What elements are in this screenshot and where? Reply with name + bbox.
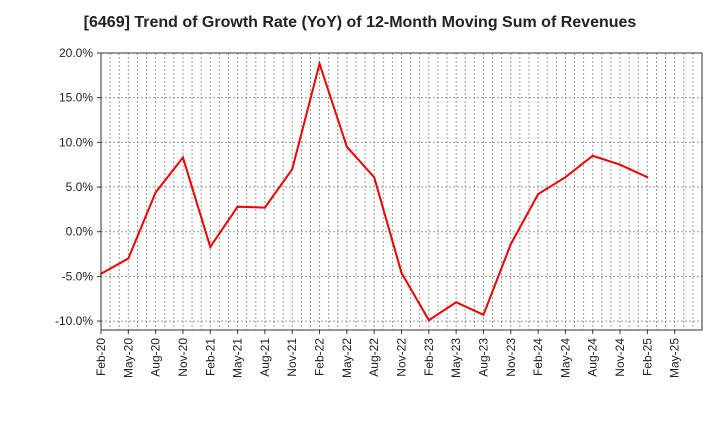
y-tick-label: -5.0% [62, 269, 94, 283]
x-tick-label: Feb-25 [640, 338, 654, 376]
data-point [318, 62, 321, 65]
y-tick-label: 10.0% [59, 135, 93, 149]
data-point [127, 257, 130, 260]
data-point [100, 272, 102, 275]
data-point [291, 168, 294, 171]
data-point [619, 163, 622, 166]
data-point [400, 271, 403, 274]
data-point [482, 313, 485, 316]
x-tick-label: Feb-23 [422, 338, 436, 376]
series-layer [100, 60, 649, 322]
x-tick-label: Nov-21 [285, 338, 299, 377]
x-tick-label: Aug-21 [258, 338, 272, 377]
data-point [154, 191, 157, 194]
x-tick-label: Feb-24 [531, 338, 545, 376]
x-tick-label: Feb-21 [203, 338, 217, 376]
x-tick-label: Aug-22 [367, 338, 381, 377]
y-tick-label: 5.0% [66, 180, 94, 194]
x-tick-label: May-20 [121, 338, 135, 378]
data-point [646, 176, 649, 179]
x-tick-label: Nov-24 [613, 338, 627, 377]
x-tick-label: Nov-20 [176, 338, 190, 377]
x-tick-label: Nov-23 [504, 338, 518, 377]
data-point [564, 176, 567, 179]
x-tick-label: Aug-24 [586, 338, 600, 377]
axis-layer: 20.0% 15.0% 10.0% 5.0% 0.0% -5.0% -10.0%Feb-20… [55, 46, 703, 378]
data-point [591, 154, 594, 157]
grid-layer [101, 52, 702, 330]
x-tick-label: May-21 [231, 338, 245, 378]
data-point [427, 319, 430, 322]
x-tick-label: May-23 [449, 338, 463, 378]
x-tick-label: Aug-20 [149, 338, 163, 377]
y-tick-label: 20.0% [59, 46, 93, 60]
data-point [236, 205, 239, 208]
data-point [373, 176, 376, 179]
chart-title: [6469] Trend of Growth Rate (YoY) of 12-… [83, 14, 637, 31]
y-tick-label: 0.0% [66, 225, 94, 239]
x-tick-label: Nov-22 [395, 338, 409, 377]
x-tick-label: Aug-23 [476, 338, 490, 377]
y-tick-label: -10.0% [55, 314, 93, 328]
x-tick-label: Feb-20 [94, 338, 108, 376]
data-point [209, 245, 212, 248]
data-point [345, 145, 348, 148]
x-tick-label: May-25 [668, 338, 682, 378]
x-tick-label: Feb-22 [313, 338, 327, 376]
data-point [181, 156, 184, 159]
x-tick-label: May-22 [340, 338, 354, 378]
data-point [509, 243, 512, 246]
data-point [263, 206, 266, 209]
data-point [455, 301, 458, 304]
y-tick-label: 15.0% [59, 91, 93, 105]
x-tick-label: May-24 [558, 338, 572, 378]
data-point [537, 193, 540, 196]
